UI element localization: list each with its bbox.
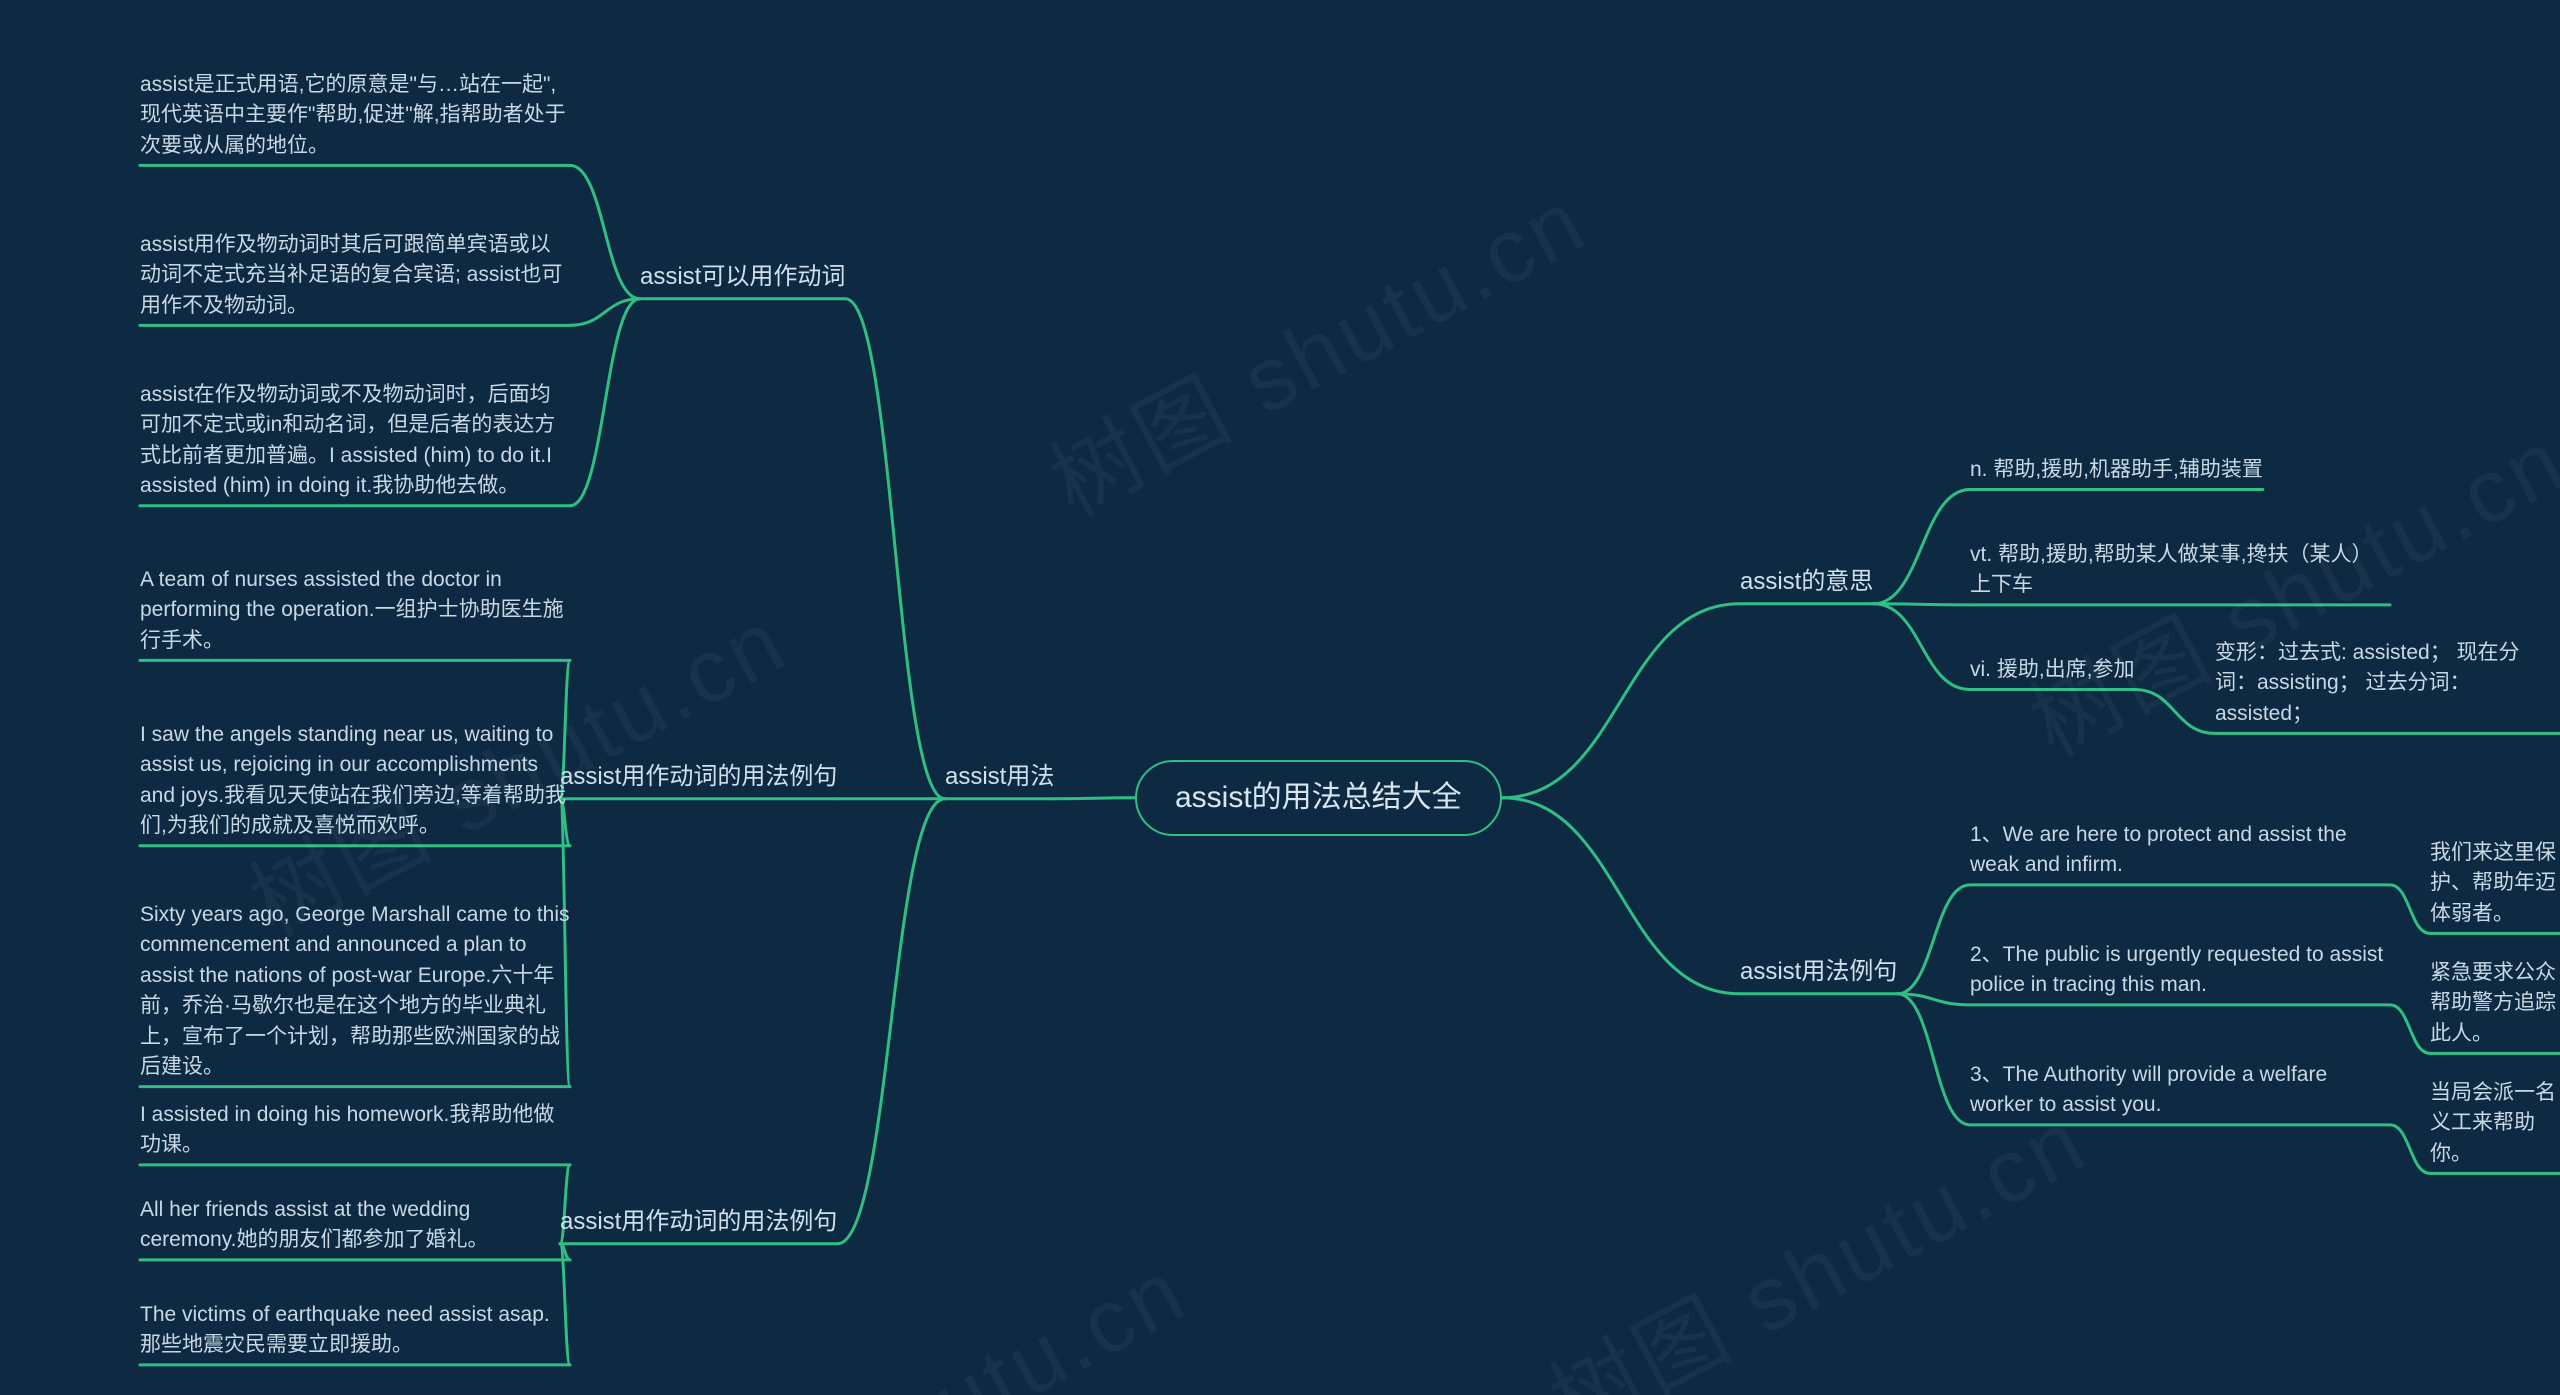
leaf-node[interactable]: assist在作及物动词或不及物动词时，后面均可加不定式或in和动名词，但是后者… [140,380,570,502]
branch-node[interactable]: assist用法 [945,760,1054,795]
leaf-node[interactable]: assist是正式用语,它的原意是"与…站在一起",现代英语中主要作"帮助,促进… [140,70,570,161]
leaf-node[interactable]: I saw the angels standing near us, waiti… [140,720,570,842]
leaf-node[interactable]: 1、We are here to protect and assist the … [1970,820,2390,881]
branch-node[interactable]: assist用作动词的用法例句 [560,1205,837,1240]
branch-node[interactable]: assist用作动词的用法例句 [560,760,837,795]
leaf-node[interactable]: The victims of earthquake need assist as… [140,1300,570,1361]
leaf-node[interactable]: n. 帮助,援助,机器助手,辅助装置 [1970,455,2263,485]
root-node[interactable]: assist的用法总结大全 [1135,760,1502,836]
leaf-node[interactable]: 紧急要求公众帮助警方追踪此人。 [2430,958,2560,1049]
branch-node[interactable]: assist的意思 [1740,565,1873,600]
leaf-node[interactable]: 我们来这里保护、帮助年迈体弱者。 [2430,838,2560,929]
leaf-node[interactable]: 3、The Authority will provide a welfare w… [1970,1060,2390,1121]
leaf-node[interactable]: vt. 帮助,援助,帮助某人做某事,搀扶（某人）上下车 [1970,540,2390,601]
leaf-node[interactable]: 当局会派一名义工来帮助你。 [2430,1078,2560,1169]
leaf-node[interactable]: A team of nurses assisted the doctor in … [140,565,570,656]
leaf-node[interactable]: assist用作及物动词时其后可跟简单宾语或以动词不定式充当补足语的复合宾语; … [140,230,570,321]
leaf-node[interactable]: I assisted in doing his homework.我帮助他做功课… [140,1100,570,1161]
leaf-node[interactable]: vi. 援助,出席,参加 [1970,655,2135,685]
branch-node[interactable]: assist用法例句 [1740,955,1897,990]
leaf-node[interactable]: 变形：过去式: assisted； 现在分词：assisting； 过去分词：a… [2215,638,2560,729]
leaf-node[interactable]: Sixty years ago, George Marshall came to… [140,900,570,1083]
leaf-node[interactable]: All her friends assist at the wedding ce… [140,1195,570,1256]
leaf-node[interactable]: 2、The public is urgently requested to as… [1970,940,2390,1001]
branch-node[interactable]: assist可以用作动词 [640,260,845,295]
connector-layer [0,0,2560,1395]
